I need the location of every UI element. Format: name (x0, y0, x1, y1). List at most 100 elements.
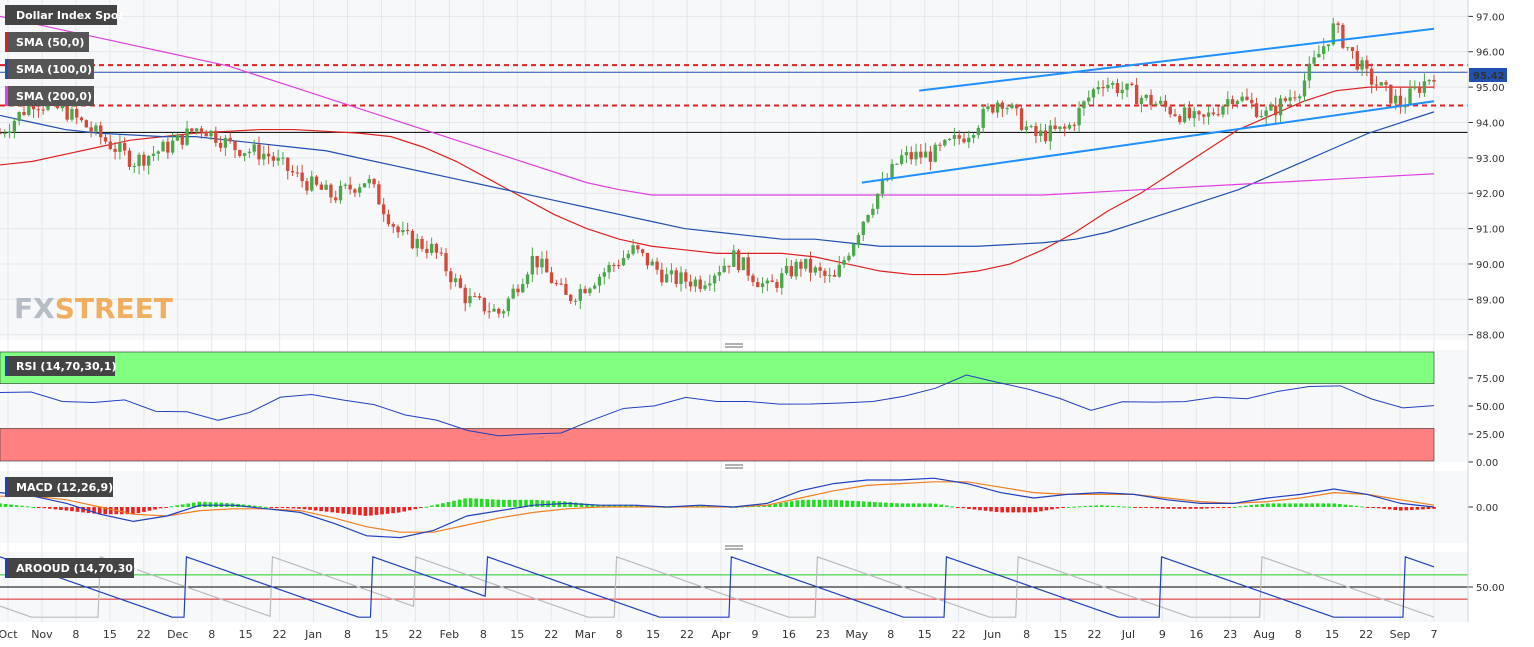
candle (1379, 81, 1383, 86)
macd-hist-bar (994, 507, 999, 512)
x-tick-label: 16 (1189, 628, 1203, 641)
candle (266, 145, 271, 165)
macd-hist-bar (1133, 507, 1137, 508)
candle (123, 137, 127, 156)
pane-resize-handle-3[interactable] (725, 545, 743, 550)
candle (952, 127, 957, 147)
label-macd[interactable]: MACD (12,26,9) (5, 477, 113, 497)
macd-hist-bar (136, 507, 141, 514)
candle (1043, 124, 1048, 144)
macd-hist-bar (1310, 503, 1314, 507)
candle (732, 244, 736, 267)
candle (564, 277, 568, 295)
candle (372, 178, 376, 188)
candle (976, 125, 981, 139)
candle (947, 137, 952, 141)
sma-lines (0, 15, 1435, 276)
candle (1408, 79, 1412, 106)
candle (760, 277, 765, 294)
candle (1317, 45, 1321, 58)
macd-hist-bar (596, 504, 600, 507)
candle (3, 129, 7, 138)
macd-hist-bar (1099, 505, 1104, 507)
candle (1015, 103, 1019, 116)
label-sma-50[interactable]: SMA (50,0) (5, 32, 89, 52)
macd-hist-bar (939, 504, 944, 507)
label-dollar-index[interactable]: Dollar Index Spot (5, 5, 124, 25)
candle (1144, 94, 1148, 101)
x-tick-label: 15 (1054, 628, 1068, 641)
trendline-0[interactable] (919, 27, 1435, 92)
candle (1389, 84, 1393, 105)
candle (1115, 78, 1120, 97)
candle (794, 258, 798, 280)
macd-hist-bar (1243, 505, 1248, 507)
candle (1221, 104, 1225, 118)
price-tick-label: 89.00 (1476, 295, 1505, 306)
macd-hist-bar (324, 507, 329, 512)
candles (0, 17, 1436, 319)
rsi-line (0, 374, 1435, 437)
macd-hist-bar (1028, 507, 1032, 513)
macd-hist-bar (585, 503, 589, 507)
sma-200-label: SMA (200,0) (16, 90, 92, 103)
candle (1110, 80, 1115, 89)
macd-hist-bar (1116, 506, 1121, 508)
macd-hist-bar (347, 507, 351, 515)
candle (377, 180, 381, 205)
x-tick-label: 22 (273, 628, 287, 641)
candle (1398, 87, 1403, 114)
price-tick-label: 95.00 (1476, 83, 1505, 94)
candle (928, 145, 933, 171)
macd-hist-bar (1321, 503, 1326, 507)
candle (1374, 76, 1379, 91)
candle (554, 279, 559, 287)
pane-resize-handle-1[interactable] (725, 343, 743, 348)
label-rsi[interactable]: RSI (14,70,30,1) (5, 356, 116, 376)
candle (712, 273, 717, 292)
watermark-street: STREET (55, 292, 173, 325)
x-tick-label: Jun (983, 628, 1001, 641)
macd-hist-bar (1044, 507, 1049, 511)
label-sma-200[interactable]: SMA (200,0) (5, 86, 94, 106)
candle (1120, 81, 1124, 100)
candle (828, 267, 832, 283)
macd-hist-bar (424, 506, 429, 508)
candle (727, 265, 731, 274)
candle (741, 257, 746, 271)
macd-hist-bar (828, 499, 833, 507)
candle (1384, 79, 1388, 92)
horizontal-levels (0, 64, 1468, 133)
candle (1422, 73, 1427, 98)
candle (463, 284, 467, 312)
macd-hist-bar (618, 505, 622, 507)
label-aroon[interactable]: AROOUD (14,70,30) (5, 558, 138, 578)
macd-hist-bar (125, 507, 130, 515)
macd-hist-bar (247, 505, 251, 507)
macd-hist-bar (1050, 507, 1054, 510)
x-tick-label: Aug (1253, 628, 1274, 641)
candle (94, 122, 98, 136)
candle (1240, 92, 1244, 103)
macd-hist-bar (1304, 503, 1309, 507)
rsi-tick-label: 50.00 (1476, 402, 1505, 413)
macd-hist-bar (81, 507, 85, 513)
candle (684, 269, 688, 289)
macd-hist-bar (1338, 504, 1342, 507)
candle (324, 180, 328, 191)
macd-hist-bar (1160, 507, 1165, 509)
x-tick-label: Sep (1390, 628, 1411, 641)
macd-hist-bar (36, 507, 41, 508)
macd-hist-bar (335, 507, 340, 513)
candle (626, 250, 630, 261)
macd-hist-bar (922, 503, 927, 507)
label-sma-100[interactable]: SMA (100,0) (5, 59, 94, 79)
candle (1298, 94, 1302, 106)
macd-hist-bar (42, 507, 47, 509)
candle (75, 105, 79, 125)
trendline-1[interactable] (861, 100, 1435, 184)
macd-hist-bar (1039, 507, 1043, 512)
pane-resize-handle-2[interactable] (725, 464, 743, 469)
macd-hist-bar (1271, 503, 1276, 507)
